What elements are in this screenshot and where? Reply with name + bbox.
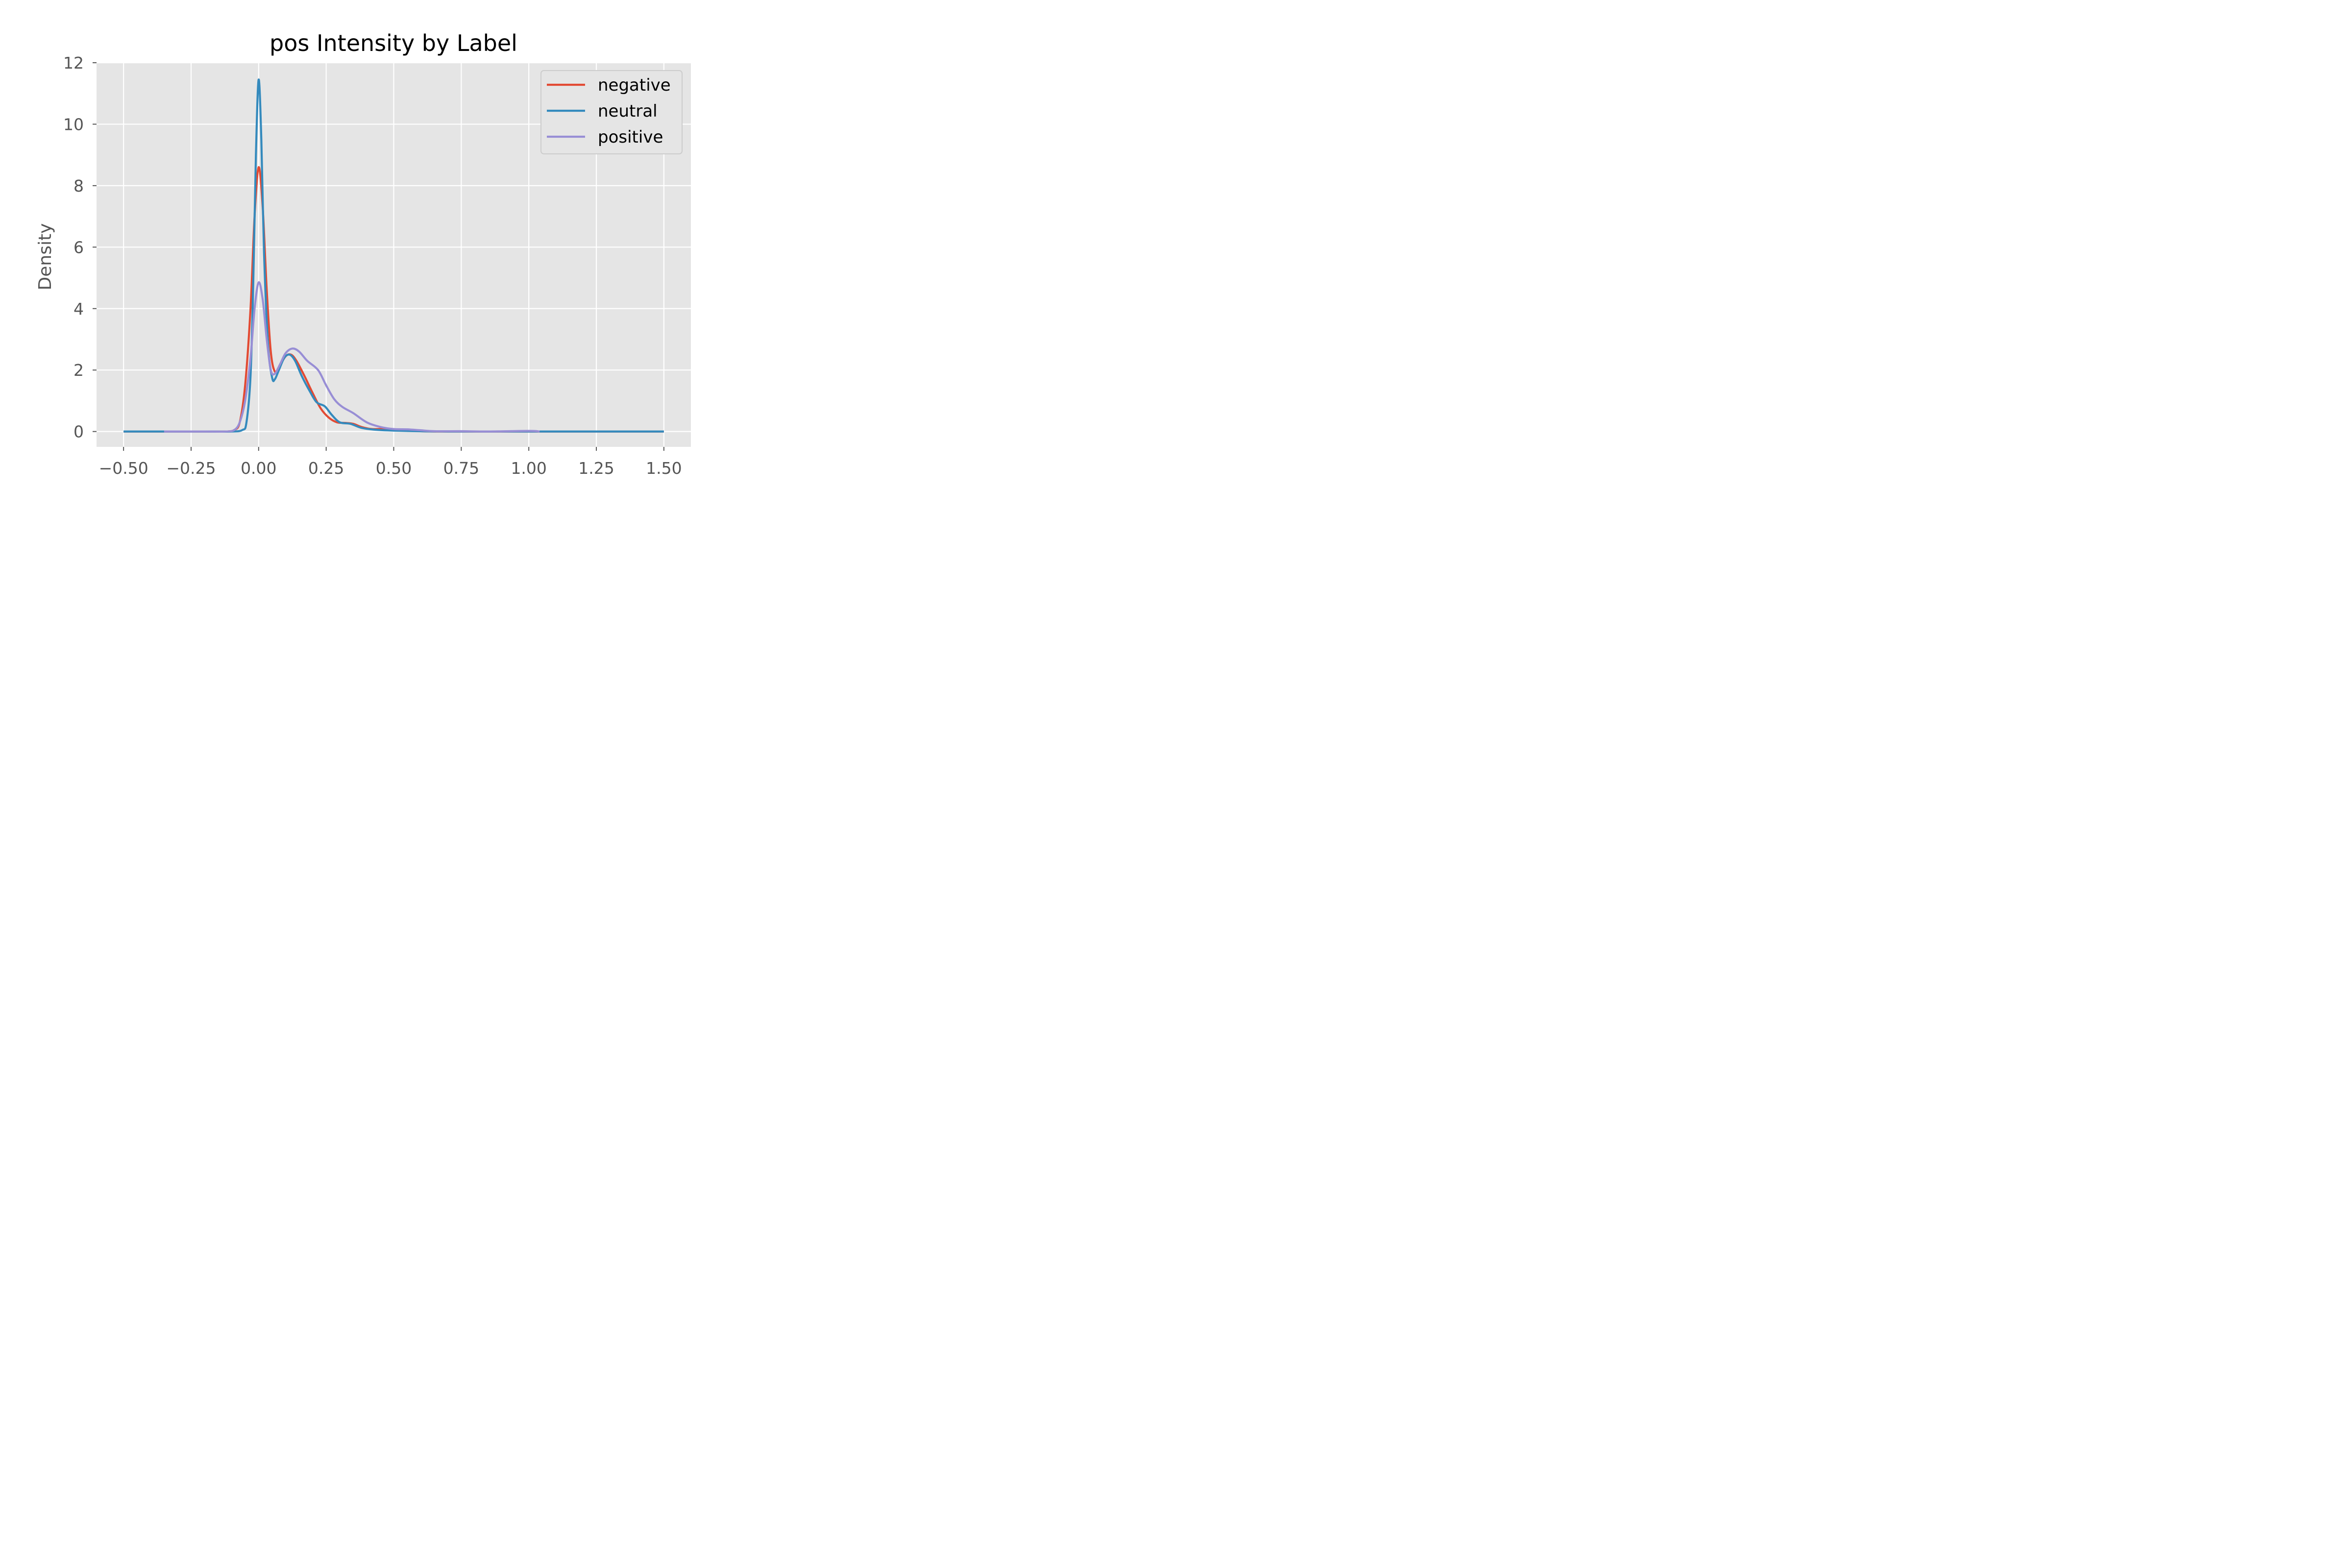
y-tick-label: 10 bbox=[63, 115, 84, 134]
series-line-positive bbox=[164, 281, 540, 433]
x-tick-label: −0.50 bbox=[99, 459, 148, 478]
y-tick-label: 2 bbox=[74, 361, 84, 380]
y-axis-label: Density bbox=[35, 223, 55, 291]
x-tick-label: 0.00 bbox=[241, 459, 276, 478]
y-tick-label: 0 bbox=[74, 422, 84, 441]
x-tick-label: 1.00 bbox=[511, 459, 546, 478]
series-lines bbox=[123, 78, 664, 433]
y-tick-label: 12 bbox=[63, 53, 84, 73]
x-tick-label: 0.50 bbox=[376, 459, 412, 478]
axis-ticks: −0.50 −0.25 0.00 0.25 0.50 0.75 1.00 1.25 1.50 0 2… bbox=[63, 53, 682, 478]
series-line-neutral bbox=[123, 78, 664, 433]
density-chart: pos Intensity by Label −0.50 −0.25 0.00 0.2… bbox=[35, 30, 691, 478]
x-tick-label: 1.50 bbox=[646, 459, 682, 478]
y-tick-label: 6 bbox=[74, 238, 84, 257]
x-tick-label: 0.75 bbox=[443, 459, 479, 478]
x-tick-label: −0.25 bbox=[166, 459, 216, 478]
legend: negative neutral positive bbox=[540, 70, 683, 154]
y-tick-label: 8 bbox=[74, 176, 84, 196]
chart-title: pos Intensity by Label bbox=[270, 30, 517, 56]
x-tick-label: 1.25 bbox=[578, 459, 614, 478]
y-tick-label: 4 bbox=[74, 299, 84, 318]
legend-box bbox=[540, 70, 683, 154]
legend-label-negative: negative bbox=[598, 75, 671, 95]
legend-label-neutral: neutral bbox=[598, 101, 658, 121]
x-tick-label: 0.25 bbox=[308, 459, 344, 478]
legend-label-positive: positive bbox=[598, 127, 663, 147]
